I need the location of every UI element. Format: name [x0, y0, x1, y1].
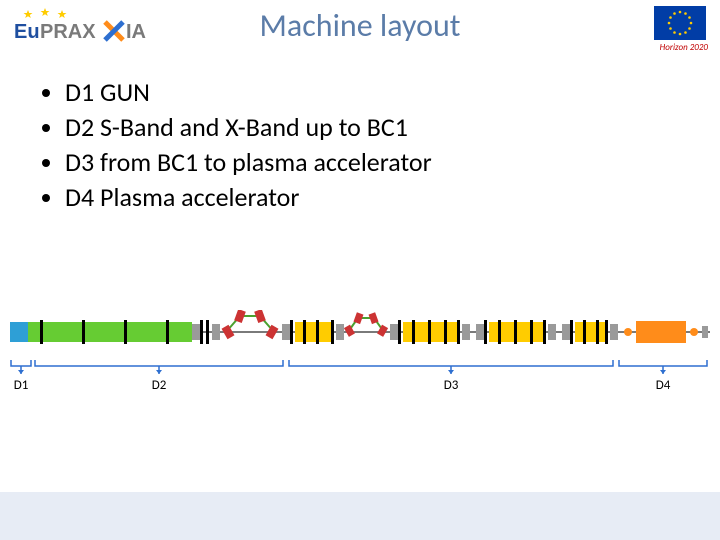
brace-d1: D1: [10, 360, 32, 378]
list-item: D2 S-Band and X-Band up to BC1: [65, 110, 432, 145]
footer-bar: [0, 492, 720, 540]
section-labels: D1 D2 D3 D4: [10, 360, 710, 400]
section-label: D3: [288, 378, 614, 393]
brace-d4: D4: [618, 360, 708, 378]
brace-d3: D3: [288, 360, 614, 378]
list-item: D4 Plasma accelerator: [65, 180, 432, 215]
header: Eu PRAX IA Machine layout Hor: [0, 0, 720, 55]
horizon-2020-label: Horizon 2020: [660, 42, 708, 53]
page-title: Machine layout: [0, 6, 720, 45]
eu-flag-icon: [654, 6, 706, 40]
brace-d2: D2: [34, 360, 284, 378]
list-item: D3 from BC1 to plasma accelerator: [65, 145, 432, 180]
list-item: D1 GUN: [65, 75, 432, 110]
section-label: D1: [10, 378, 32, 393]
bullet-list: D1 GUN D2 S-Band and X-Band up to BC1 D3…: [45, 75, 432, 215]
section-label: D4: [618, 378, 708, 393]
section-label: D2: [34, 378, 284, 393]
